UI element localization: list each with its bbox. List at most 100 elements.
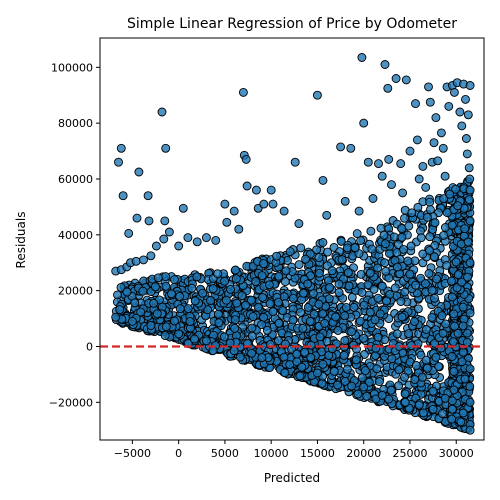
scatter-point bbox=[229, 206, 239, 216]
scatter-point bbox=[384, 394, 394, 404]
scatter-point bbox=[127, 316, 137, 326]
scatter-point bbox=[296, 243, 306, 253]
x-tick-label: −5000 bbox=[114, 447, 151, 460]
scatter-point bbox=[314, 253, 324, 263]
x-axis-label: Predicted bbox=[264, 471, 320, 485]
data-points bbox=[111, 53, 475, 435]
y-tick-label: 80000 bbox=[58, 117, 93, 130]
scatter-point bbox=[445, 189, 455, 199]
scatter-point bbox=[442, 260, 452, 270]
scatter-point bbox=[447, 414, 457, 424]
scatter-point bbox=[134, 167, 144, 177]
scatter-point bbox=[369, 284, 379, 294]
scatter-point bbox=[360, 366, 370, 376]
scatter-point bbox=[111, 312, 121, 322]
scatter-point bbox=[432, 274, 442, 284]
scatter-point bbox=[339, 350, 349, 360]
scatter-point bbox=[446, 276, 456, 286]
scatter-point bbox=[213, 269, 223, 279]
scatter-point bbox=[340, 336, 350, 346]
scatter-point bbox=[192, 237, 202, 247]
scatter-point bbox=[318, 238, 328, 247]
x-tick-label: 20000 bbox=[346, 447, 381, 460]
y-tick-label: 0 bbox=[86, 340, 93, 353]
scatter-point bbox=[421, 182, 431, 192]
scatter-point bbox=[350, 243, 360, 253]
scatter-point bbox=[357, 288, 367, 297]
scatter-point bbox=[185, 317, 195, 327]
scatter-point bbox=[424, 82, 433, 92]
scatter-point bbox=[412, 135, 422, 145]
scatter-point bbox=[183, 304, 193, 314]
scatter-point bbox=[225, 338, 235, 348]
scatter-point bbox=[464, 163, 474, 173]
scatter-point bbox=[341, 302, 351, 312]
scatter-point bbox=[161, 322, 171, 332]
scatter-point bbox=[183, 233, 193, 243]
scatter-point bbox=[298, 323, 308, 333]
scatter-point bbox=[159, 234, 169, 244]
scatter-point bbox=[312, 368, 322, 378]
scatter-point bbox=[242, 181, 252, 191]
x-tick-label: 15000 bbox=[300, 447, 335, 460]
scatter-point bbox=[463, 237, 473, 247]
scatter-point bbox=[268, 199, 278, 209]
y-tick-label: 20000 bbox=[58, 285, 93, 298]
scatter-point bbox=[231, 265, 240, 275]
scatter-point bbox=[306, 340, 316, 350]
scatter-point bbox=[322, 210, 332, 220]
scatter-point bbox=[382, 296, 391, 306]
scatter-point bbox=[359, 118, 369, 128]
scatter-point bbox=[318, 175, 328, 185]
scatter-point bbox=[347, 381, 357, 391]
scatter-point bbox=[380, 60, 390, 69]
scatter-point bbox=[288, 293, 298, 303]
scatter-point bbox=[122, 287, 132, 297]
scatter-point bbox=[447, 352, 457, 361]
scatter-point bbox=[465, 174, 475, 184]
scatter-point bbox=[235, 352, 245, 362]
scatter-point bbox=[314, 268, 324, 278]
scatter-point bbox=[278, 306, 288, 316]
scatter-point bbox=[421, 325, 431, 334]
scatter-point bbox=[465, 258, 475, 268]
scatter-point bbox=[257, 320, 267, 330]
scatter-point bbox=[230, 323, 240, 333]
scatter-point bbox=[368, 194, 378, 203]
scatter-point bbox=[375, 309, 385, 319]
scatter-point bbox=[297, 362, 307, 372]
scatter-point bbox=[442, 208, 452, 218]
scatter-point bbox=[400, 372, 409, 382]
scatter-point bbox=[325, 282, 335, 292]
scatter-point bbox=[437, 409, 447, 418]
chart-title: Simple Linear Regression of Price by Odo… bbox=[127, 16, 457, 32]
scatter-point bbox=[438, 143, 448, 153]
scatter-point bbox=[124, 228, 134, 238]
scatter-point bbox=[434, 361, 444, 371]
scatter-point bbox=[258, 292, 267, 302]
scatter-point bbox=[447, 220, 457, 230]
scatter-point bbox=[462, 337, 472, 347]
scatter-point bbox=[190, 296, 200, 306]
scatter-point bbox=[323, 247, 333, 257]
scatter-point bbox=[309, 309, 319, 319]
scatter-point bbox=[150, 282, 160, 292]
scatter-point bbox=[290, 157, 300, 167]
y-tick-label: 100000 bbox=[51, 61, 93, 74]
scatter-point bbox=[425, 97, 435, 107]
scatter-point bbox=[143, 191, 153, 201]
scatter-point bbox=[161, 143, 171, 153]
scatter-point bbox=[372, 364, 382, 374]
scatter-point bbox=[452, 283, 462, 293]
scatter-point bbox=[351, 355, 361, 365]
scatter-point bbox=[229, 346, 239, 356]
scatter-point bbox=[354, 206, 364, 216]
x-tick-label: 30000 bbox=[439, 447, 474, 460]
scatter-point bbox=[336, 236, 346, 246]
scatter-point bbox=[294, 260, 304, 270]
scatter-point bbox=[365, 268, 375, 278]
scatter-point bbox=[377, 171, 387, 181]
scatter-point bbox=[342, 243, 352, 253]
scatter-point bbox=[440, 171, 450, 181]
scatter-point bbox=[257, 353, 267, 363]
